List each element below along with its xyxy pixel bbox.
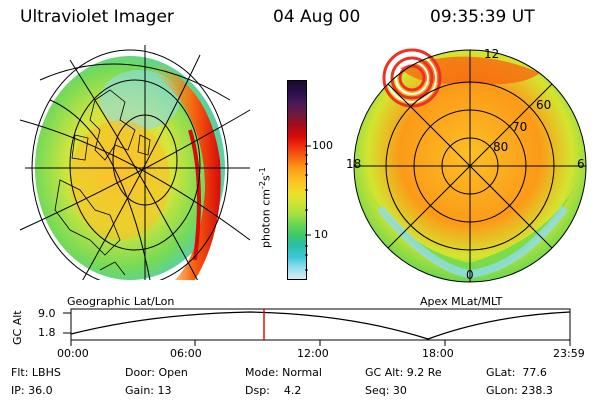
altitude-tick-high: 9.0 [38,307,56,320]
instrument-title: Ultraviolet Imager [20,7,174,27]
mlt-0-label: 0 [466,268,474,282]
door-value: Door: Open [125,366,188,379]
colorbar-tick-10: 10 [314,228,328,241]
altitude-plot [63,308,571,346]
time-tick-1200: 12:00 [297,347,329,360]
mlt-6-label: 6 [577,157,585,171]
ip-value: IP: 36.0 [11,384,53,397]
colorbar-ticks [305,145,311,271]
dsp-value: Dsp: 4.2 [245,384,302,397]
mlt-18-label: 18 [346,157,362,171]
colorbar-unit-label: photon cm-2s-1 [258,167,273,248]
observation-date: 04 Aug 00 [273,7,361,27]
polar-caption: Apex MLat/MLT [420,295,503,308]
time-tick-2359: 23:59 [553,347,585,360]
time-tick-1800: 18:00 [422,347,454,360]
gc-altitude-value: GC Alt: 9.2 Re [365,366,442,379]
mlat-60-label: 60 [536,98,552,112]
mode-value: Mode: Normal [245,366,322,379]
sequence-value: Seq: 30 [365,384,407,397]
time-tick-0000: 00:00 [57,347,89,360]
geographic-image [19,45,251,280]
mlat-80-label: 80 [493,140,509,154]
mlt-12-label: 12 [484,47,500,61]
mlat-70-label: 70 [512,120,528,134]
altitude-tick-low: 1.8 [38,326,56,339]
geographic-caption: Geographic Lat/Lon [67,295,175,308]
polar-image [353,48,587,283]
observation-time: 09:35:39 UT [430,7,535,27]
glat-value: GLat: 77.6 [486,366,547,379]
time-tick-0600: 06:00 [170,347,202,360]
gain-value: Gain: 13 [125,384,172,397]
colorbar-tick-100: 100 [312,139,333,152]
colorbar [287,80,307,280]
filter-value: Flt: LBHS [11,366,61,379]
glon-value: GLon: 238.3 [486,384,553,397]
